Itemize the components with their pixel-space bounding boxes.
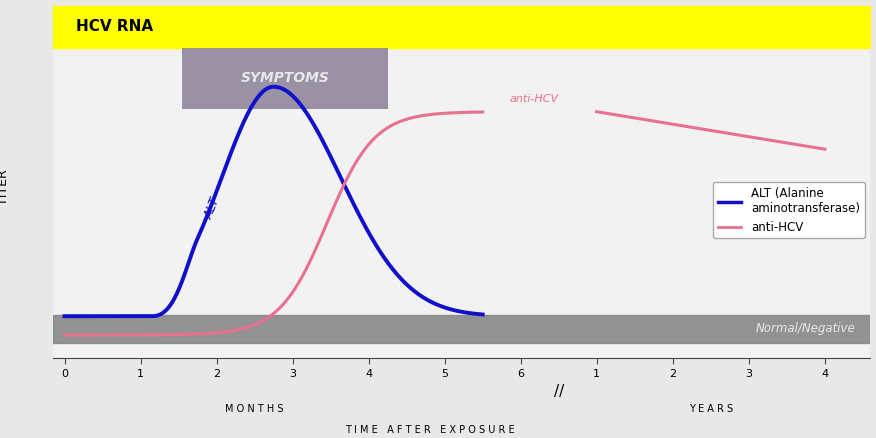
Text: M O N T H S: M O N T H S bbox=[225, 404, 284, 414]
Text: anti-HCV: anti-HCV bbox=[509, 94, 558, 104]
Bar bbox=[182, 48, 388, 109]
Text: Normal/Negative: Normal/Negative bbox=[755, 322, 855, 335]
Legend: ALT (Alanine
aminotransferase), anti-HCV: ALT (Alanine aminotransferase), anti-HCV bbox=[713, 182, 865, 238]
Text: SYMPTOMS: SYMPTOMS bbox=[241, 71, 329, 85]
Bar bbox=[53, 314, 871, 343]
Text: Y E A R S: Y E A R S bbox=[689, 404, 733, 414]
Bar bbox=[53, 6, 871, 48]
Text: T I M E   A F T E R   E X P O S U R E: T I M E A F T E R E X P O S U R E bbox=[344, 425, 514, 435]
Text: //: // bbox=[554, 384, 564, 399]
Text: HCV RNA: HCV RNA bbox=[76, 19, 153, 34]
Text: ALT: ALT bbox=[203, 195, 223, 221]
Text: TITER: TITER bbox=[0, 169, 11, 205]
